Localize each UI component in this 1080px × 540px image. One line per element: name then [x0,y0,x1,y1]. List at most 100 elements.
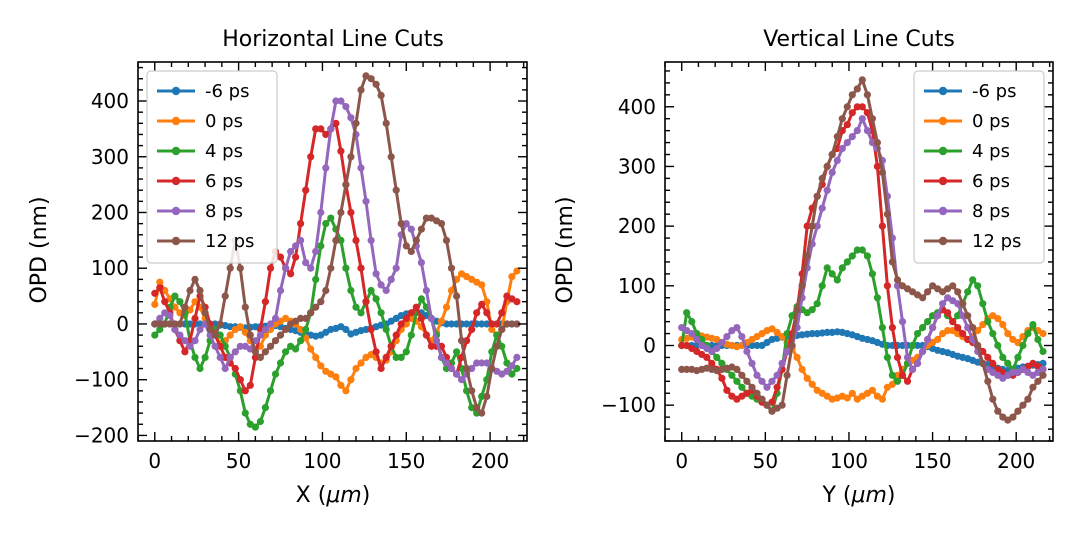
data-point [868,270,877,278]
data-point [221,342,229,350]
y-tick-label: 100 [91,256,129,280]
data-point [954,312,962,320]
data-point [803,374,811,382]
data-point [483,392,491,400]
data-point [417,295,425,303]
data-point [828,150,836,159]
data-point [838,264,846,272]
data-point [251,423,259,431]
data-point [1019,401,1027,409]
data-point [422,286,430,295]
y-tick-label: −200 [74,423,129,447]
legend-swatch-marker [938,176,948,186]
data-point [708,359,716,367]
data-point [367,325,375,334]
data-point [166,320,174,328]
data-point [427,342,435,350]
data-point [312,275,320,283]
data-point [357,309,365,317]
data-point [773,328,781,336]
data-point [473,404,481,412]
data-point [934,335,942,344]
data-point [853,85,861,93]
data-point [317,208,325,217]
data-point [989,359,997,367]
data-point [748,359,756,367]
data-point [1039,371,1047,379]
data-point [407,225,415,233]
data-point [678,341,686,350]
data-point [276,286,285,295]
data-point [823,264,831,272]
series-12-ps [678,76,1047,424]
plot-frame [137,61,528,442]
legend-swatch-marker [171,146,181,156]
data-point [858,103,866,111]
data-point [808,380,816,388]
data-point [392,353,400,361]
legend-swatch-marker [171,176,181,186]
legend-label: 12 ps [205,231,254,252]
data-point [151,289,159,297]
legend: -6 ps 0 ps 4 ps 6 ps 8 ps 12 ps [913,70,1045,264]
data-point [307,264,315,272]
data-point [994,315,1002,323]
data-point [261,325,269,334]
data-point [999,321,1007,329]
data-point [974,282,982,290]
data-point [317,298,325,306]
data-point [191,298,199,306]
data-point [994,341,1002,350]
data-point [853,103,861,111]
data-point [337,147,345,155]
data-point [266,387,275,395]
data-point [1034,377,1042,385]
data-point [347,208,355,217]
data-point [883,210,892,218]
data-point [282,264,290,272]
data-point [898,318,907,326]
data-point [372,295,380,303]
data-point [763,383,771,391]
data-point [944,327,952,335]
data-point [241,303,249,311]
data-point [823,328,831,336]
data-point [176,320,184,328]
data-point [447,286,456,295]
data-point [853,246,861,254]
data-point [377,309,385,317]
series-8-ps [151,97,521,384]
data-point [838,144,846,153]
data-point [743,377,751,385]
data-point [808,330,816,338]
data-point [362,298,370,306]
data-point [813,192,821,200]
data-point [367,286,375,295]
data-point [236,323,244,331]
data-point [216,320,224,328]
data-point [251,348,259,356]
data-point [156,314,164,322]
data-point [1029,321,1037,329]
data-point [397,220,405,228]
data-point [878,395,887,403]
data-point [392,264,400,272]
data-point [377,281,385,289]
data-point [181,303,189,311]
x-tick-label: 100 [830,449,868,473]
data-point [483,309,491,317]
data-point [728,371,736,379]
data-point [763,401,771,409]
data-point [377,91,385,99]
data-point [271,314,280,322]
data-point [483,320,491,328]
data-point [803,252,811,260]
data-point [873,162,882,170]
data-point [768,325,776,333]
data-point [442,359,451,367]
legend-item: -6 ps [924,81,1016,102]
data-point [913,359,922,367]
data-point [954,288,962,296]
data-point [999,353,1007,361]
data-point [231,348,239,356]
